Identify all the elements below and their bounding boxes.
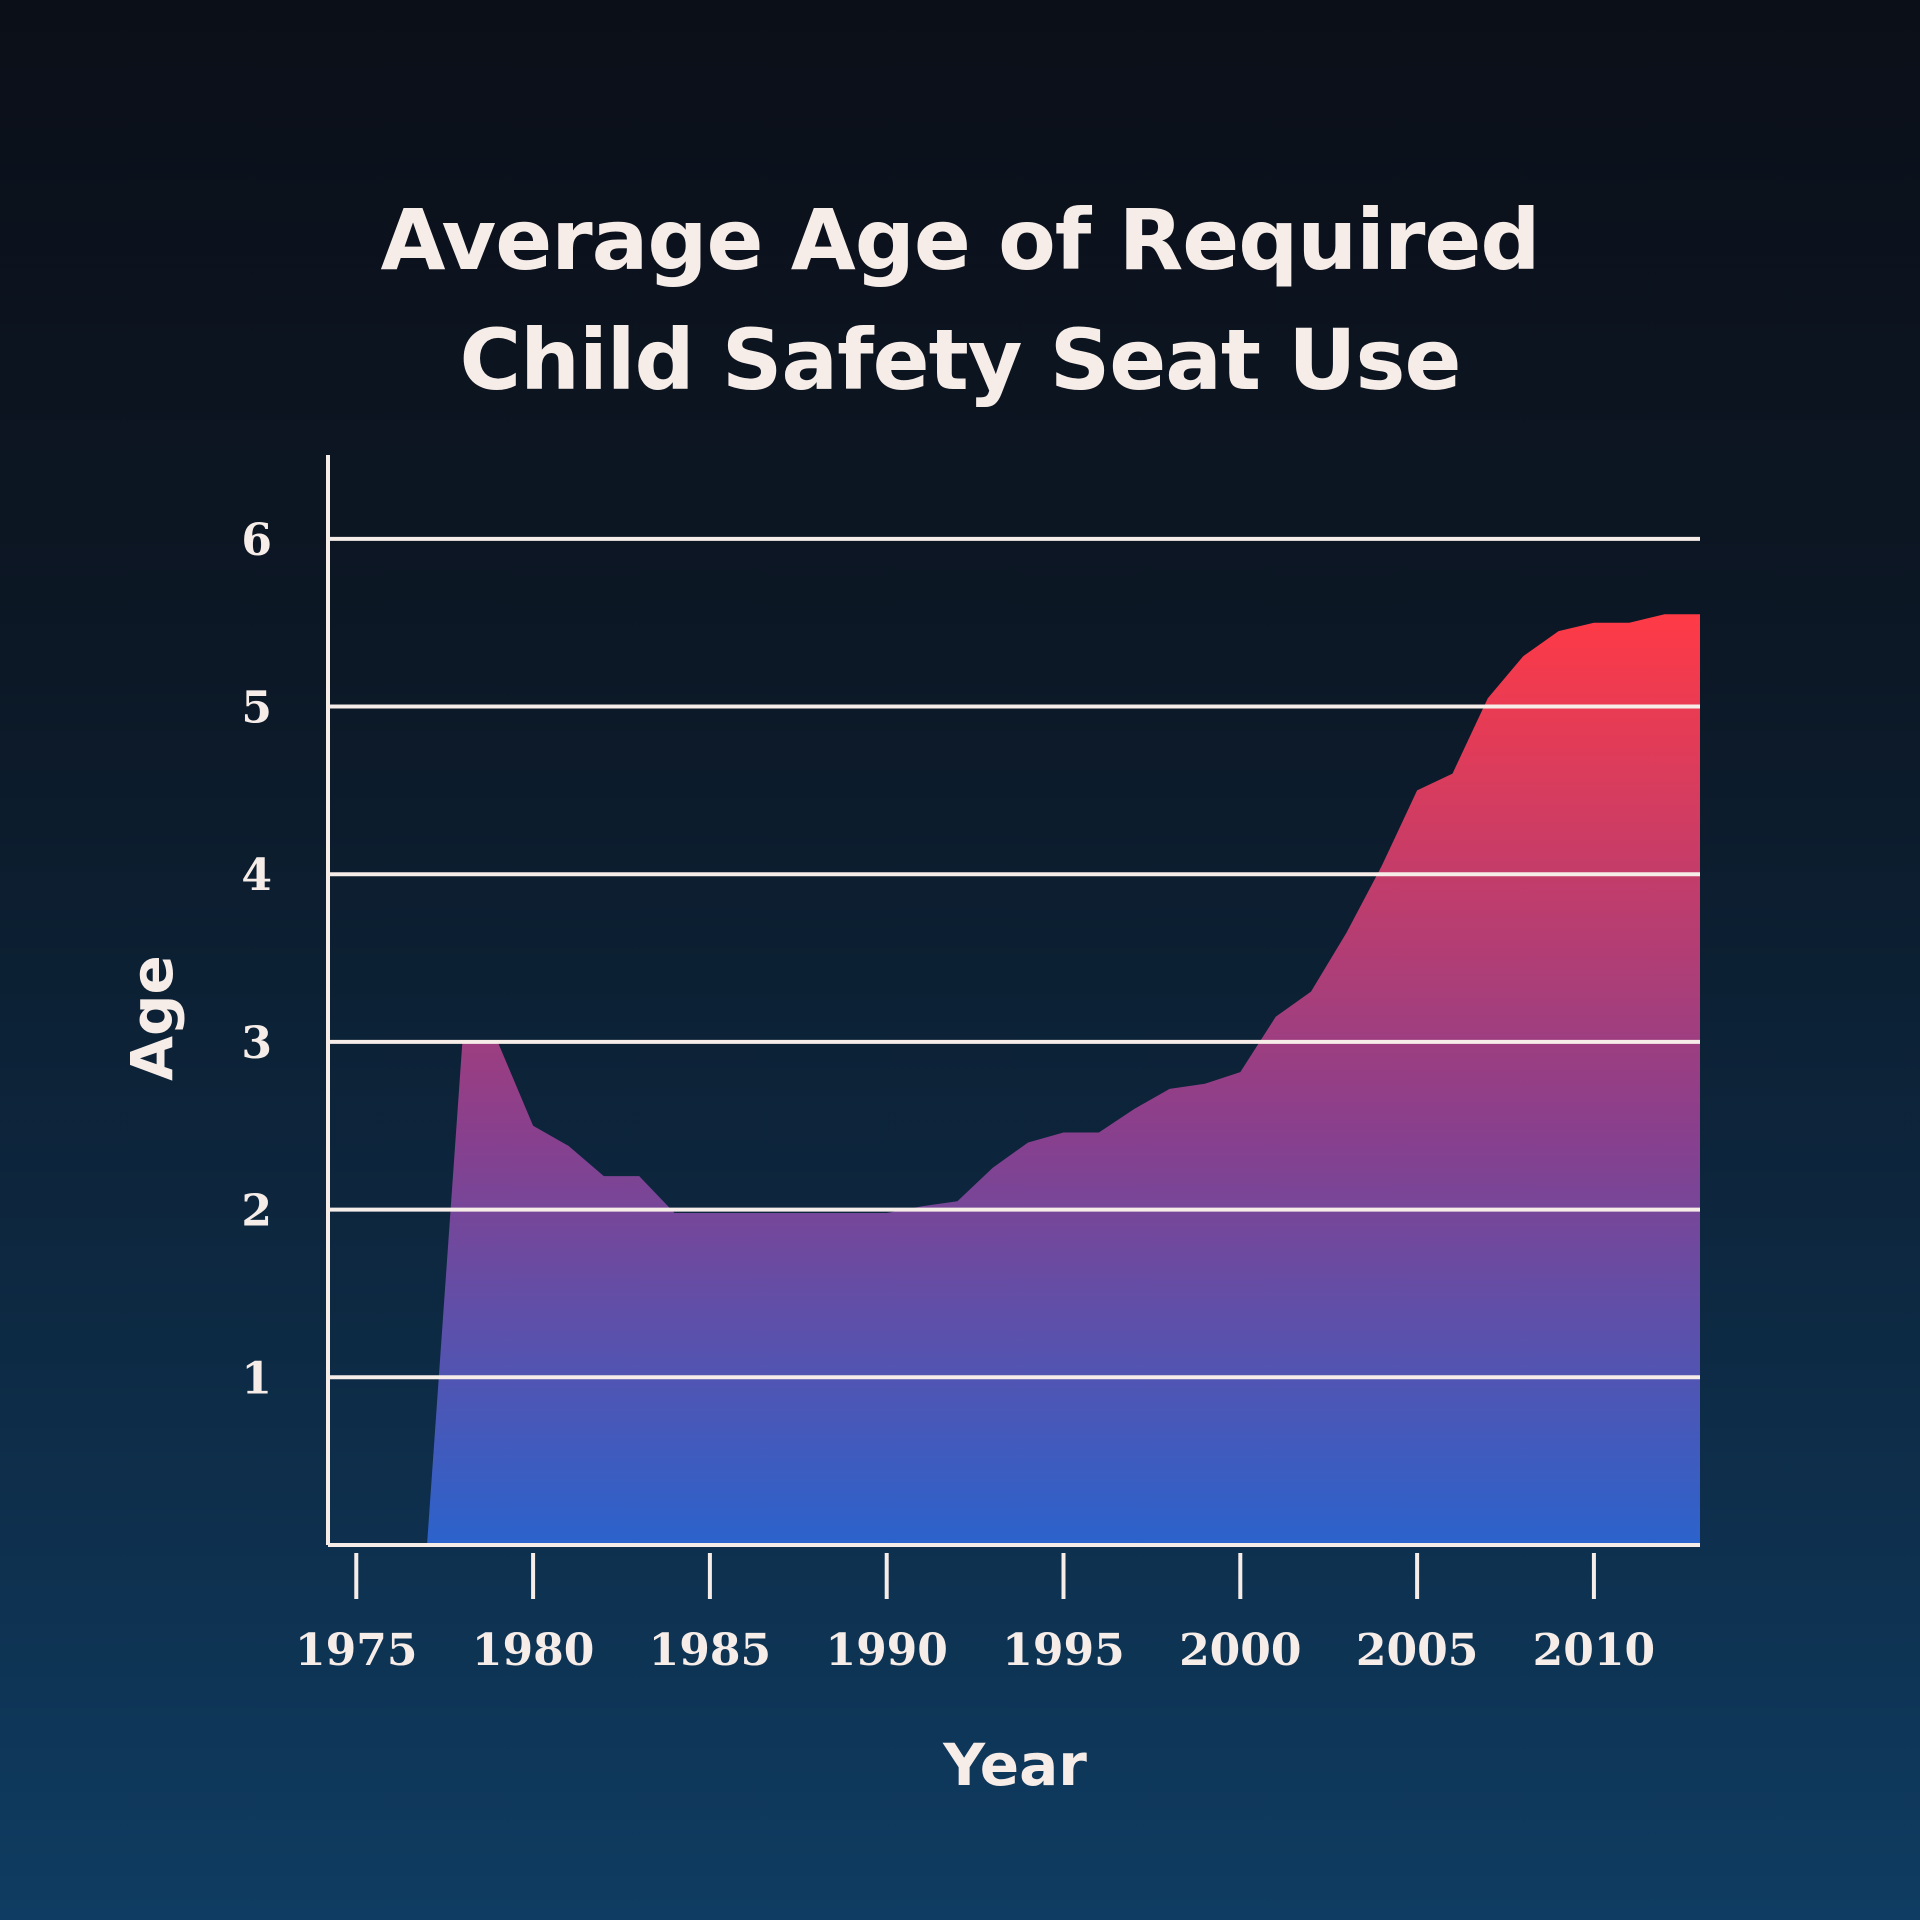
y-tick-label-6: 6 [241,515,272,566]
chart-title-line-1: Average Age of Required [380,191,1541,289]
y-tick-label-1: 1 [241,1353,272,1404]
x-tick-label-2010: 2010 [1533,1625,1655,1676]
y-tick-label-5: 5 [241,683,272,734]
x-tick-label-2000: 2000 [1179,1625,1301,1676]
y-tick-label-2: 2 [241,1186,272,1237]
x-tick-label-1995: 1995 [1002,1625,1124,1676]
y-axis-title: Age [118,955,186,1081]
area-series [427,614,1700,1545]
y-tick-label-3: 3 [241,1018,272,1069]
x-tick-label-1980: 1980 [472,1625,594,1676]
x-tick-label-1975: 1975 [295,1625,417,1676]
chart-title-line-2: Child Safety Seat Use [459,311,1462,409]
y-tick-label-4: 4 [241,850,272,901]
x-tick-label-1990: 1990 [825,1625,947,1676]
x-tick-label-1985: 1985 [649,1625,771,1676]
x-axis-title: Year [942,1731,1087,1799]
x-tick-label-2005: 2005 [1356,1625,1478,1676]
